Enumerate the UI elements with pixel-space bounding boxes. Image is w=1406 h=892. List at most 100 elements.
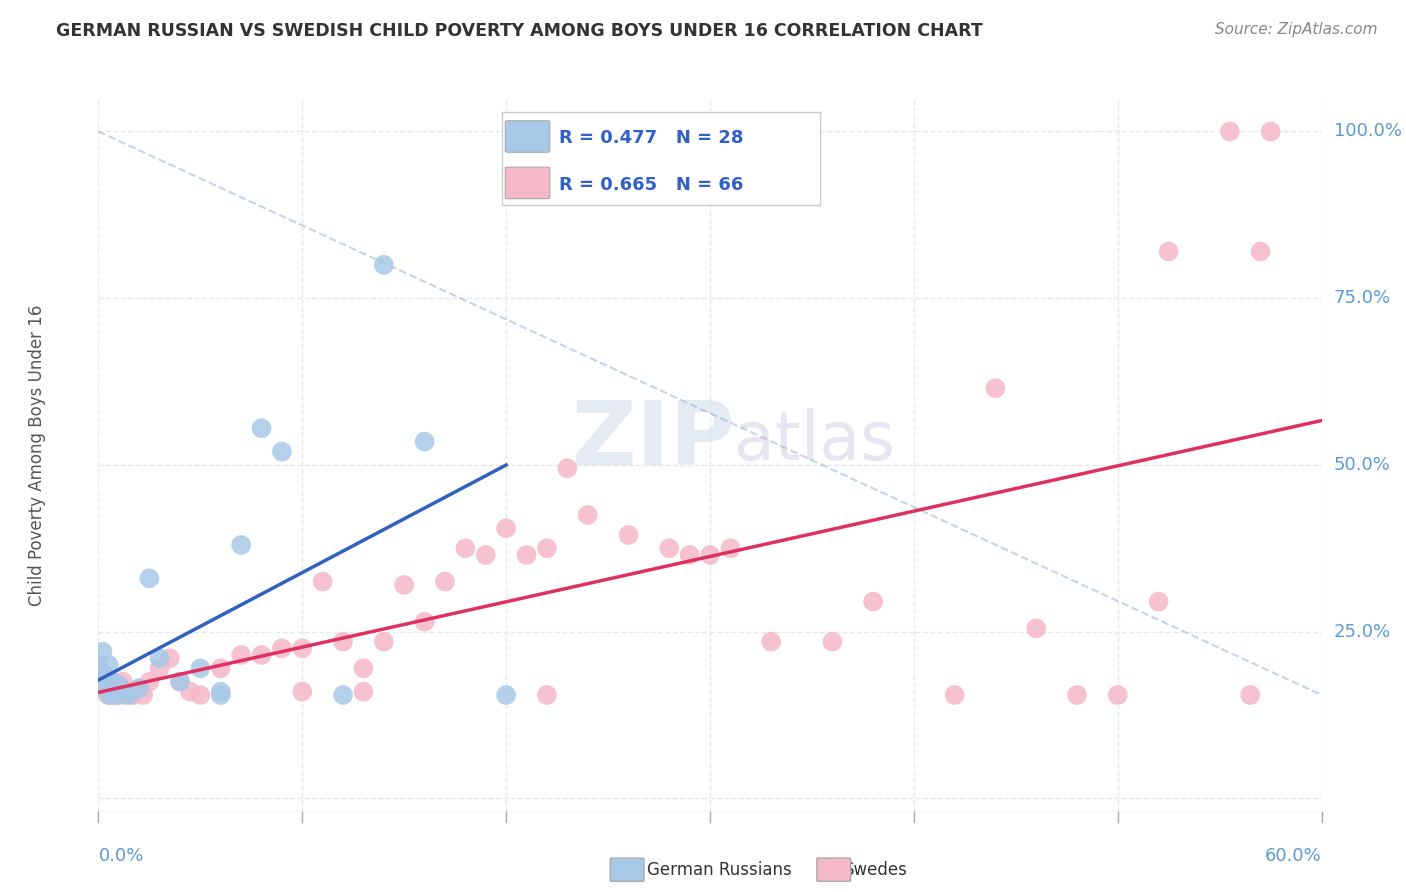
FancyBboxPatch shape xyxy=(505,120,550,153)
Point xyxy=(111,674,134,689)
Point xyxy=(188,688,212,702)
Point xyxy=(270,641,294,656)
Point xyxy=(1260,124,1282,138)
Point xyxy=(132,688,155,702)
Point xyxy=(1219,124,1241,138)
Point xyxy=(122,688,145,702)
Point xyxy=(169,674,191,689)
Point xyxy=(149,661,172,675)
Point xyxy=(108,678,131,692)
Point xyxy=(679,548,702,562)
Point xyxy=(87,658,110,673)
Point xyxy=(89,674,111,689)
Point xyxy=(291,641,314,656)
Point xyxy=(555,461,579,475)
Point xyxy=(105,688,128,702)
Point xyxy=(118,684,141,698)
Point xyxy=(270,444,294,458)
Point xyxy=(108,678,131,692)
Point xyxy=(474,548,498,562)
Point xyxy=(93,674,115,689)
Point xyxy=(231,538,253,552)
Point xyxy=(434,574,457,589)
Point xyxy=(209,661,232,675)
Text: 0.0%: 0.0% xyxy=(98,847,143,865)
Point xyxy=(761,634,783,648)
Text: 75.0%: 75.0% xyxy=(1334,289,1391,307)
Point xyxy=(114,688,136,702)
Point xyxy=(617,528,640,542)
Point xyxy=(250,421,273,435)
Text: R = 0.477   N = 28: R = 0.477 N = 28 xyxy=(560,129,744,147)
Point xyxy=(1147,594,1170,608)
Point xyxy=(1025,621,1047,635)
Point xyxy=(231,648,253,662)
Point xyxy=(100,681,122,696)
Point xyxy=(536,541,558,556)
Point xyxy=(373,258,395,272)
Point xyxy=(312,574,335,589)
Point xyxy=(332,634,354,648)
Point xyxy=(111,684,134,698)
Point xyxy=(1157,244,1180,259)
Point xyxy=(718,541,742,556)
Point xyxy=(87,665,110,679)
Point xyxy=(516,548,538,562)
Point xyxy=(1239,688,1261,702)
Point xyxy=(392,578,416,592)
Point xyxy=(250,648,273,662)
Point xyxy=(97,688,120,702)
Point xyxy=(118,688,141,702)
Point xyxy=(91,645,114,659)
Point xyxy=(96,684,118,698)
Text: ZIP: ZIP xyxy=(572,397,734,484)
Point xyxy=(159,651,181,665)
Point xyxy=(291,684,314,698)
Point xyxy=(352,684,374,698)
Point xyxy=(104,684,127,698)
Point xyxy=(93,668,115,682)
Point xyxy=(413,434,436,449)
Text: GERMAN RUSSIAN VS SWEDISH CHILD POVERTY AMONG BOYS UNDER 16 CORRELATION CHART: GERMAN RUSSIAN VS SWEDISH CHILD POVERTY … xyxy=(56,22,983,40)
Point xyxy=(105,684,128,698)
Text: 60.0%: 60.0% xyxy=(1265,847,1322,865)
Text: atlas: atlas xyxy=(734,408,896,474)
Point xyxy=(179,684,201,698)
Point xyxy=(536,688,558,702)
Text: 25.0%: 25.0% xyxy=(1334,623,1391,640)
Point xyxy=(91,681,114,696)
Point xyxy=(169,674,191,689)
Point xyxy=(1249,244,1271,259)
Point xyxy=(699,548,721,562)
Point xyxy=(101,674,124,689)
Point xyxy=(138,674,160,689)
Point xyxy=(495,688,517,702)
Point xyxy=(413,615,436,629)
Text: R = 0.665   N = 66: R = 0.665 N = 66 xyxy=(560,176,744,194)
Point xyxy=(87,668,110,682)
Point xyxy=(984,381,1007,395)
Point xyxy=(128,681,150,696)
Point xyxy=(821,634,844,648)
Point xyxy=(332,688,354,702)
Point xyxy=(96,678,118,692)
Point xyxy=(862,594,884,608)
Point xyxy=(128,681,150,696)
Point xyxy=(138,571,160,585)
Point xyxy=(101,674,124,689)
Text: Swedes: Swedes xyxy=(844,861,907,879)
Point xyxy=(104,688,127,702)
Point xyxy=(209,688,232,702)
Point xyxy=(97,674,120,689)
Point xyxy=(97,658,120,673)
Point xyxy=(1107,688,1129,702)
Text: 50.0%: 50.0% xyxy=(1334,456,1391,474)
Text: Child Poverty Among Boys Under 16: Child Poverty Among Boys Under 16 xyxy=(28,304,46,606)
Point xyxy=(1066,688,1088,702)
Point xyxy=(188,661,212,675)
Point xyxy=(658,541,681,556)
Text: Source: ZipAtlas.com: Source: ZipAtlas.com xyxy=(1215,22,1378,37)
Text: 100.0%: 100.0% xyxy=(1334,122,1402,140)
Point xyxy=(576,508,599,522)
Point xyxy=(495,521,517,535)
